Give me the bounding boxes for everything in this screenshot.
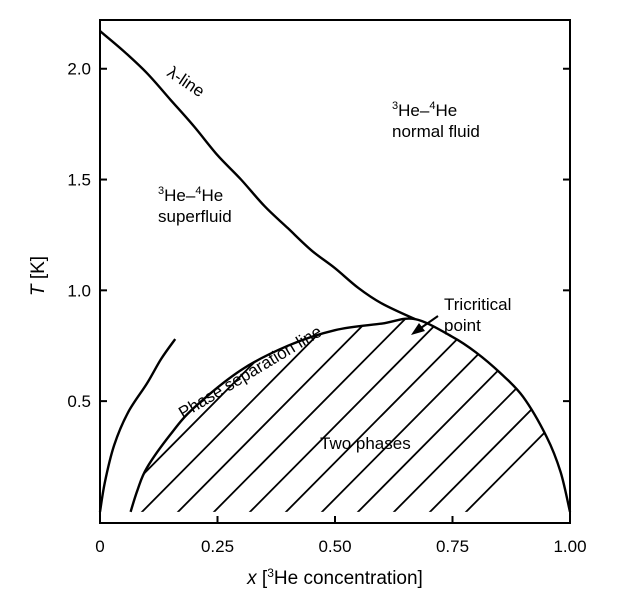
hatch-line: [0, 70, 112, 514]
x-tick-label: 0: [95, 537, 104, 556]
lambda-line-annotation: λ-line: [164, 63, 208, 101]
x-tick-label: 0.25: [201, 537, 234, 556]
axis-ticks: 0 0.25 0.50 0.75 1.00 0.5 1.0 1.5 2.0: [67, 60, 586, 556]
hatch-line: [175, 318, 570, 512]
y-tick-label: 1.0: [67, 281, 91, 300]
two-phases-annotation: Two phases: [320, 434, 411, 453]
lambda-line-curve: [99, 30, 416, 321]
phase-separation-annotation: Phase separation line: [175, 322, 325, 423]
tricritical-annotation: Tricritical: [444, 295, 511, 314]
normal-fluid-annotation-line2: normal fluid: [392, 122, 480, 141]
tricritical-arrow: [411, 315, 439, 335]
hatch-line: [130, 318, 365, 512]
phase-separation-curve: [129, 317, 572, 513]
hatch-line: [211, 318, 570, 512]
solid-curve: [98, 338, 177, 513]
x-axis-label: x [3He concentration]: [246, 566, 423, 589]
superfluid-annotation-line2: superfluid: [158, 207, 232, 226]
hatch-line: [319, 318, 570, 512]
hatch-line: [463, 318, 570, 512]
normal-fluid-annotation: 3He–4He: [392, 100, 457, 120]
hatch-line: [283, 318, 570, 512]
y-axis-label: T [K]: [28, 256, 49, 296]
x-tick-label: 1.00: [553, 537, 586, 556]
x-tick-label: 0.75: [436, 537, 469, 556]
superfluid-annotation: 3He–4He: [158, 185, 223, 205]
hatch-line: [247, 318, 570, 512]
hatch-line: [130, 318, 545, 512]
y-tick-label: 1.5: [67, 171, 91, 190]
y-tick-label: 0.5: [67, 392, 91, 411]
hatch-line: [139, 318, 570, 512]
hatch-line: [355, 318, 570, 512]
y-tick-label: 2.0: [67, 60, 91, 79]
x-tick-label: 0.50: [318, 537, 351, 556]
two-phase-hatching: [0, 70, 570, 514]
hatch-line: [391, 318, 570, 512]
tricritical-annotation-line2: point: [444, 316, 481, 335]
hatch-line: [427, 318, 570, 512]
